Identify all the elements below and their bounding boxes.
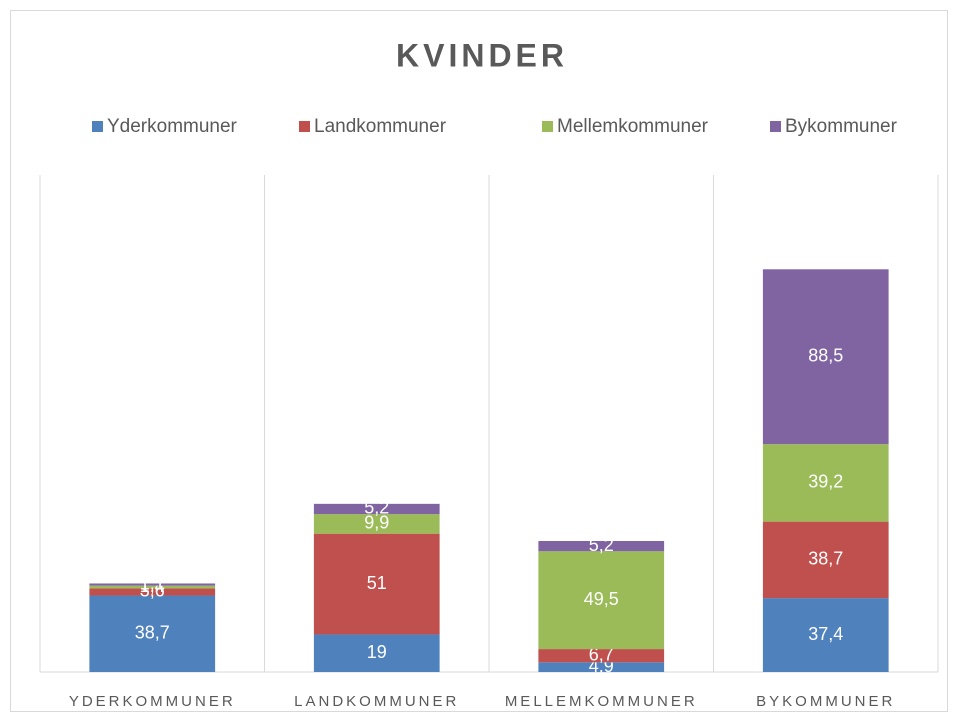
bar-segment <box>89 583 216 586</box>
value-label: 51 <box>367 573 387 593</box>
bar-segment <box>538 551 665 650</box>
legend-label: Landkommuner <box>314 116 447 137</box>
value-label: 5,2 <box>364 498 389 518</box>
legend-swatch <box>299 121 310 132</box>
legend-swatch <box>542 121 553 132</box>
bar-segment <box>89 585 216 589</box>
bar-segment <box>538 662 665 672</box>
value-label: 49,5 <box>584 589 619 609</box>
bar-segment <box>538 649 665 663</box>
value-label: 38,7 <box>135 623 170 643</box>
value-label: 6,7 <box>589 644 614 664</box>
bar-segment <box>762 269 889 445</box>
bar-segment <box>313 634 440 672</box>
value-label: 19 <box>367 642 387 662</box>
value-label: 38,7 <box>808 549 843 569</box>
bar-segment <box>313 514 440 534</box>
legend-swatch <box>770 121 781 132</box>
x-tick-label: YDERKOMMUNER <box>69 693 236 710</box>
x-tick-label: BYKOMMUNER <box>756 693 895 710</box>
value-label: 37,4 <box>808 624 843 644</box>
chart-title: KVINDER <box>396 37 568 73</box>
legend-label: Mellemkommuner <box>557 116 709 137</box>
value-label: 88,5 <box>808 345 843 365</box>
bar-segment <box>762 444 889 522</box>
value-label: 1,4 <box>140 576 165 596</box>
x-tick-label: LANDKOMMUNER <box>294 693 459 710</box>
bar-segment <box>762 598 889 672</box>
bar-segment <box>89 595 216 672</box>
value-label: 5,2 <box>589 535 614 555</box>
legend-label: Bykommuner <box>785 116 898 137</box>
legend-label: Yderkommuner <box>107 116 238 137</box>
value-label: 39,2 <box>808 472 843 492</box>
bar-segment <box>762 521 889 599</box>
x-tick-label: MELLEMKOMMUNER <box>505 693 698 710</box>
value-label: 1,1 <box>140 573 165 593</box>
legend-swatch <box>92 121 103 132</box>
bar-segment <box>313 503 440 515</box>
value-label: 9,9 <box>364 513 389 533</box>
bar-segment <box>538 540 665 552</box>
bar-segment <box>89 588 216 596</box>
bar-segment <box>313 533 440 635</box>
